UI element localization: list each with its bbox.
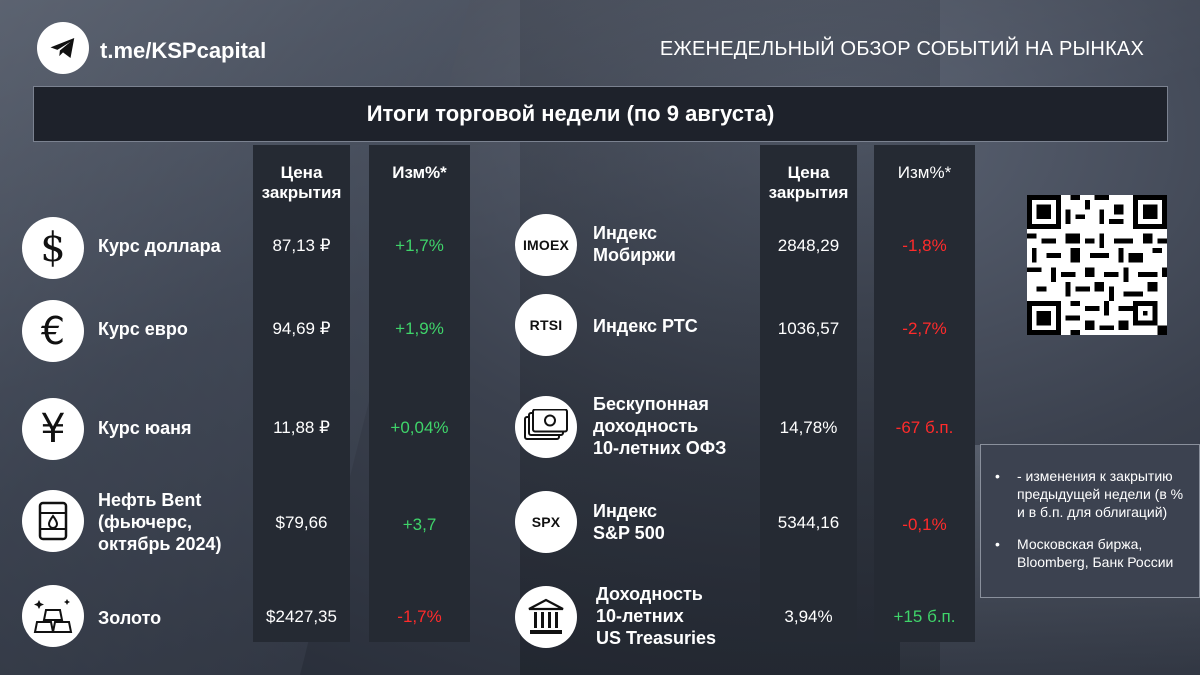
price-header-left: Цена закрытия bbox=[253, 163, 350, 203]
imoex-change: -1,8% bbox=[902, 236, 947, 255]
spx-price: 5344,16 bbox=[777, 513, 840, 532]
report-subtitle: ЕЖЕНЕДЕЛЬНЫЙ ОБЗОР СОБЫТИЙ НА РЫНКАХ bbox=[659, 38, 1144, 60]
telegram-icon[interactable] bbox=[37, 22, 89, 74]
rtsi-price: 1036,57 bbox=[777, 319, 840, 338]
qr-code[interactable] bbox=[1027, 195, 1167, 335]
ofz-label-line1: Бескупонная bbox=[593, 394, 709, 414]
spx-icon-text: SPX bbox=[531, 514, 561, 530]
price-header-line1: Цена bbox=[787, 163, 830, 182]
page-title: Итоги торговой недели (по 9 августа) bbox=[366, 101, 775, 126]
oil-barrel-icon bbox=[22, 490, 84, 552]
eur-label: Курс евро bbox=[98, 319, 188, 339]
imoex-icon: IMOEX bbox=[515, 214, 577, 276]
brent-label-line2: (фьючерс, bbox=[98, 512, 192, 532]
ust-yield: 3,94% bbox=[784, 607, 833, 626]
brent-label-line3: октябрь 2024) bbox=[98, 534, 222, 554]
eur-change: +1,9% bbox=[395, 319, 444, 338]
imoex-icon-text: IMOEX bbox=[522, 237, 570, 253]
rtsi-icon: RTSI bbox=[515, 294, 577, 356]
ust-label-line1: Доходность bbox=[596, 584, 703, 604]
cny-label: Курс юаня bbox=[98, 418, 192, 438]
cny-price: 11,88 ₽ bbox=[273, 418, 330, 437]
brent-price: $79,66 bbox=[275, 513, 328, 532]
ofz-label-line2: доходность bbox=[593, 416, 699, 436]
imoex-label-line1: Индекс bbox=[593, 223, 658, 243]
channel-link[interactable]: t.me/KSPcapital bbox=[100, 38, 267, 63]
change-column-right: Изм%* bbox=[874, 145, 975, 642]
price-column-right: Цена закрытия bbox=[760, 145, 857, 642]
footnotes-panel: - изменения к закрытию предыдущей недели… bbox=[980, 444, 1200, 598]
money-icon bbox=[515, 396, 577, 458]
change-header-left: Изм%* bbox=[392, 163, 447, 182]
price-header-line1: Цена bbox=[280, 163, 323, 182]
gold-bars-icon bbox=[22, 585, 84, 647]
ofz-label-line3: 10-летних ОФЗ bbox=[593, 438, 727, 458]
usd-label: Курс доллара bbox=[98, 236, 221, 256]
yuan-icon: ¥ bbox=[22, 398, 84, 460]
rtsi-label: Индекс РТС bbox=[593, 316, 698, 336]
brent-change: +3,7 bbox=[402, 515, 437, 534]
rtsi-change: -2,7% bbox=[902, 319, 947, 338]
bank-icon bbox=[515, 586, 577, 648]
usd-price: 87,13 ₽ bbox=[272, 236, 331, 255]
price-header-line2: закрытия bbox=[768, 183, 849, 202]
ust-change: +15 б.п. bbox=[893, 607, 956, 626]
price-header-right: Цена закрытия bbox=[760, 163, 857, 203]
ust-label-line2: 10-летних bbox=[596, 606, 684, 626]
ust-label-line3: US Treasuries bbox=[596, 628, 717, 648]
gold-change: -1,7% bbox=[397, 607, 442, 626]
eur-price: 94,69 ₽ bbox=[272, 319, 331, 338]
spx-label: Индекс S&P 500 bbox=[593, 500, 665, 544]
brent-label-line1: Нефть Bent bbox=[98, 490, 202, 510]
ust-label: Доходность 10-летних US Treasuries bbox=[596, 583, 716, 649]
spx-label-line1: Индекс bbox=[593, 501, 658, 521]
footnote-item: Московская биржа, Bloomberg, Банк России bbox=[989, 535, 1185, 571]
imoex-label: Индекс Мобиржи bbox=[593, 222, 676, 266]
ofz-label: Бескупонная доходность 10-летних ОФЗ bbox=[593, 393, 726, 459]
spx-change: -0,1% bbox=[902, 515, 947, 534]
title-bar: Итоги торговой недели (по 9 августа) bbox=[33, 86, 1168, 142]
price-column-left: Цена закрытия bbox=[253, 145, 350, 642]
usd-change: +1,7% bbox=[395, 236, 444, 255]
spx-label-line2: S&P 500 bbox=[593, 523, 665, 543]
spx-icon: SPX bbox=[515, 491, 577, 553]
gold-label: Золото bbox=[98, 608, 162, 628]
price-header-line2: закрытия bbox=[261, 183, 342, 202]
ofz-yield: 14,78% bbox=[779, 418, 838, 437]
imoex-label-line2: Мобиржи bbox=[593, 245, 676, 265]
ofz-change: -67 б.п. bbox=[895, 418, 954, 437]
gold-price: $2427,35 bbox=[266, 607, 337, 626]
euro-icon: € bbox=[22, 300, 84, 362]
brent-label: Нефть Bent (фьючерс, октябрь 2024) bbox=[98, 489, 222, 555]
imoex-price: 2848,29 bbox=[777, 236, 840, 255]
change-header-right: Изм%* bbox=[897, 163, 952, 182]
cny-change: +0,04% bbox=[390, 418, 449, 437]
rtsi-icon-text: RTSI bbox=[529, 317, 563, 333]
dollar-icon: $ bbox=[22, 217, 84, 279]
footnote-item: - изменения к закрытию предыдущей недели… bbox=[989, 467, 1185, 521]
change-column-left: Изм%* bbox=[369, 145, 470, 642]
